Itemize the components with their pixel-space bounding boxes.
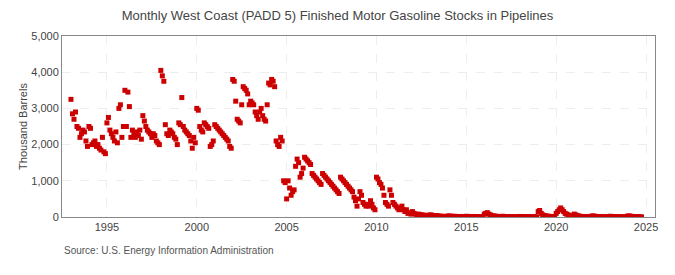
svg-text:2,000: 2,000: [31, 138, 59, 150]
svg-text:2000: 2000: [185, 221, 209, 233]
svg-text:Source: U.S. Energy Informatio: Source: U.S. Energy Information Administ…: [64, 245, 274, 256]
svg-text:0: 0: [53, 211, 59, 223]
svg-text:1995: 1995: [95, 221, 119, 233]
svg-text:2025: 2025: [634, 221, 658, 233]
svg-text:2005: 2005: [274, 221, 298, 233]
svg-text:2015: 2015: [454, 221, 478, 233]
svg-text:5,000: 5,000: [31, 30, 59, 42]
svg-text:3,000: 3,000: [31, 102, 59, 114]
svg-text:Thousand Barrels: Thousand Barrels: [17, 83, 29, 170]
svg-text:2020: 2020: [544, 221, 568, 233]
svg-text:Monthly West Coast (PADD 5) Fi: Monthly West Coast (PADD 5) Finished Mot…: [122, 8, 554, 23]
svg-text:4,000: 4,000: [31, 66, 59, 78]
svg-text:2010: 2010: [364, 221, 388, 233]
svg-text:1,000: 1,000: [31, 175, 59, 187]
